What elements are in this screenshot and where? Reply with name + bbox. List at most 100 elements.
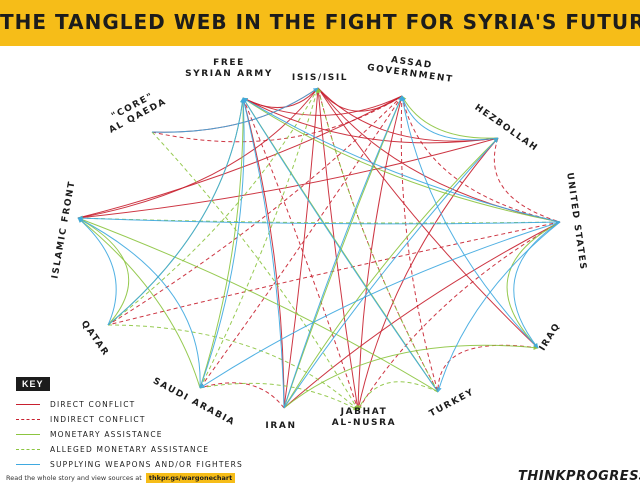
- relation-line-saudi-isis-alleged: [199, 87, 320, 389]
- legend-swatch-indirect: [16, 419, 40, 420]
- relation-line-saudi-islamicfront-money: [77, 217, 201, 389]
- node-label-hezbollah: HEZBOLLAH: [473, 103, 540, 154]
- relation-line-islamicfront-hezbollah-direct: [77, 137, 499, 219]
- relation-line-iran-hezbollah-money: [283, 137, 499, 409]
- relation-line-fsa-assad-direct: [242, 95, 403, 116]
- legend-swatch-direct: [16, 404, 40, 405]
- relation-line-turkey-nusra-alleged: [357, 381, 439, 411]
- node-label-isis: ISIS/ISIL: [292, 73, 348, 83]
- relation-line-isis-hezbollah-direct: [317, 87, 499, 142]
- relation-line-assad-qatar-indirect: [107, 95, 403, 326]
- node-label-line: FREE: [213, 58, 245, 68]
- relation-line-turkey-fsa-weapons: [242, 97, 439, 393]
- node-label-line: HEZBOLLAH: [473, 103, 540, 154]
- relation-line-hezbollah-usa-indirect: [493, 137, 561, 223]
- source-note: Read the whole story and view sources at…: [6, 473, 236, 483]
- title-bar: THE TANGLED WEB IN THE FIGHT FOR SYRIA'S…: [0, 0, 640, 46]
- relation-line-usa-islamicfront-weapons: [77, 215, 561, 225]
- relation-line-usa-iraq-money: [506, 221, 561, 349]
- relation-line-assad-turkey-indirect: [400, 95, 439, 393]
- relation-line-usa-iraq-weapons: [513, 221, 561, 349]
- relation-line-nusra-assad-direct: [357, 95, 403, 411]
- legend-row-indirect: INDIRECT CONFLICT: [10, 413, 250, 428]
- node-label-qatar: QATAR: [79, 319, 111, 359]
- relation-line-assad-usa-indirect: [401, 95, 561, 223]
- node-label-line: UNITED STATES: [564, 172, 588, 271]
- node-label-alqaeda: "CORE"AL QAEDA: [102, 87, 168, 136]
- relation-line-usa-turkey-weapons: [436, 221, 561, 393]
- legend-label: INDIRECT CONFLICT: [50, 415, 146, 424]
- legend-label: SUPPLYING WEAPONS AND/OR FIGHTERS: [50, 460, 243, 469]
- node-label-line: QATAR: [79, 319, 111, 359]
- legend-row-alleged: ALLEGED MONETARY ASSISTANCE: [10, 443, 250, 458]
- node-label-assad: ASSADGOVERNMENT: [366, 52, 455, 85]
- relation-line-usa-saudi-weapons: [199, 221, 561, 389]
- relation-line-turkey-islamicfront-money: [77, 217, 439, 393]
- relation-line-iran-hezbollah-weapons: [283, 137, 499, 409]
- brand-logo: THINKPROGRESS: [518, 469, 640, 484]
- page-title: THE TANGLED WEB IN THE FIGHT FOR SYRIA'S…: [0, 10, 640, 34]
- relation-line-alqaeda-assad-indirect: [151, 95, 403, 143]
- legend-label: ALLEGED MONETARY ASSISTANCE: [50, 445, 210, 454]
- relation-line-islamicfront-assad-direct: [77, 95, 403, 219]
- legend-row-direct: DIRECT CONFLICT: [10, 398, 250, 413]
- node-label-nusra: JABHAT AL-NUSRA: [332, 407, 396, 428]
- relation-line-nusra-hezbollah-direct: [357, 137, 499, 411]
- relation-line-qatar-nusra-alleged: [107, 324, 359, 411]
- node-label-line: ISIS/ISIL: [292, 73, 348, 83]
- legend-title: KEY: [16, 377, 50, 391]
- relationship-lines: [77, 87, 561, 411]
- relation-line-usa-iran-direct: [283, 221, 561, 409]
- relation-line-saudi-fsa-money: [199, 97, 246, 389]
- relation-line-assad-saudi-indirect: [199, 95, 403, 389]
- node-label-line: IRAQ: [538, 321, 563, 353]
- node-label-iran: IRAN: [265, 421, 296, 431]
- relation-line-alqaeda-nusra-alleged: [151, 131, 359, 411]
- relation-line-iran-assad-money: [283, 95, 403, 409]
- relation-line-iran-iraq-money: [283, 344, 539, 409]
- relation-line-iran-saudi-indirect: [199, 382, 285, 409]
- relation-line-fsa-iran-direct: [242, 97, 285, 409]
- relation-line-isis-turkey-indirect: [317, 87, 439, 393]
- legend-swatch-money: [16, 434, 40, 435]
- relation-line-qatar-isis-alleged: [107, 87, 319, 326]
- relation-line-qatar-fsa-weapons: [107, 97, 245, 326]
- node-label-line: JABHAT: [340, 407, 388, 417]
- relation-line-saudi-islamicfront-weapons: [77, 217, 201, 389]
- relation-line-iran-assad-weapons: [283, 95, 403, 409]
- legend: KEY DIRECT CONFLICT INDIRECT CONFLICT MONE…: [10, 374, 250, 473]
- relation-line-qatar-islamicfront-money: [77, 217, 130, 326]
- legend-label: DIRECT CONFLICT: [50, 400, 136, 409]
- node-label-line: IRAN: [265, 421, 296, 431]
- legend-label: MONETARY ASSISTANCE: [50, 430, 163, 439]
- relation-line-usa-fsa-money: [242, 97, 561, 223]
- relation-line-isis-iran-direct: [283, 87, 319, 409]
- node-label-line: SYRIAN ARMY: [185, 69, 273, 79]
- legend-swatch-weapons: [16, 464, 40, 465]
- node-label-line: TURKEY: [428, 387, 477, 419]
- legend-row-money: MONETARY ASSISTANCE: [10, 428, 250, 443]
- node-label-line: ISLAMIC FRONT: [50, 180, 77, 280]
- relation-line-iraq-assad-weapons: [400, 95, 539, 349]
- relation-line-iraq-turkey-indirect: [437, 344, 539, 393]
- node-label-islamicfront: ISLAMIC FRONT: [50, 180, 77, 280]
- relation-line-hezbollah-assad-money: [401, 95, 499, 139]
- relation-line-usa-fsa-weapons: [242, 97, 561, 223]
- relation-line-turkey-isis-alleged: [316, 87, 439, 393]
- node-label-iraq: IRAQ: [538, 321, 563, 353]
- legend-row-weapons: SUPPLYING WEAPONS AND/OR FIGHTERS: [10, 458, 250, 473]
- node-label-fsa: FREE SYRIAN ARMY: [185, 58, 273, 79]
- node-label-turkey: TURKEY: [428, 387, 477, 419]
- node-label-line: AL-NUSRA: [332, 418, 396, 428]
- relation-line-isis-islamicfront-direct: [77, 87, 319, 219]
- legend-swatch-alleged: [16, 449, 40, 450]
- node-label-usa: UNITED STATES: [564, 172, 588, 271]
- relation-line-hezbollah-assad-weapons: [400, 95, 499, 141]
- relation-line-alqaeda-isis-weapons: [151, 87, 319, 133]
- source-link[interactable]: thkpr.gs/wargonechart: [145, 473, 236, 483]
- relation-line-usa-nusra-indirect: [357, 221, 561, 411]
- relation-line-iran-fsa-weapons: [241, 97, 285, 409]
- relation-line-isis-iraq-direct: [317, 87, 539, 349]
- relation-line-saudi-fsa-weapons: [199, 97, 246, 389]
